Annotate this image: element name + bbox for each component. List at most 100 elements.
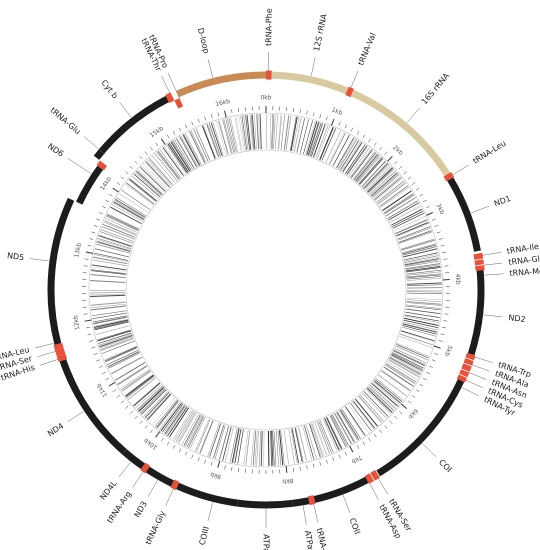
density-bar bbox=[131, 175, 159, 199]
leader-line-trna-thr-35 bbox=[161, 76, 171, 94]
density-bar bbox=[405, 311, 440, 318]
minor-tick bbox=[384, 425, 388, 429]
density-bar bbox=[312, 422, 325, 457]
density-bar bbox=[390, 355, 422, 373]
feature-label-trna-ile-6: tRNA-Ile bbox=[506, 242, 539, 256]
density-bar bbox=[260, 430, 263, 466]
density-bar bbox=[107, 351, 140, 368]
density-bar bbox=[180, 135, 199, 167]
density-bar bbox=[258, 430, 262, 466]
density-bar bbox=[341, 141, 362, 172]
density-bar bbox=[339, 409, 360, 440]
density-bar bbox=[93, 317, 128, 325]
density-bar bbox=[96, 243, 130, 254]
feature-label-coi-15: COI bbox=[437, 458, 453, 474]
scale-label-12: 12kb bbox=[72, 314, 81, 330]
density-bar bbox=[111, 356, 143, 375]
feature-arc-trna-arg-25 bbox=[140, 462, 151, 474]
density-bar bbox=[94, 248, 130, 258]
density-bar bbox=[272, 430, 275, 466]
feature-arc-trna-ser-29 bbox=[55, 348, 66, 357]
density-bar bbox=[337, 138, 356, 169]
density-bar bbox=[181, 413, 199, 445]
density-bar bbox=[137, 169, 164, 194]
minor-tick bbox=[93, 225, 98, 227]
density-bar bbox=[149, 157, 173, 185]
density-bar bbox=[331, 414, 349, 446]
density-bar bbox=[164, 146, 185, 175]
major-tick bbox=[433, 345, 441, 349]
density-bar bbox=[256, 430, 259, 466]
density-bar bbox=[406, 276, 442, 280]
density-bar bbox=[380, 186, 409, 208]
density-bar bbox=[229, 427, 238, 463]
density-bar bbox=[306, 121, 318, 156]
density-bar bbox=[342, 142, 363, 173]
density-bar bbox=[117, 365, 148, 386]
minor-tick bbox=[99, 365, 103, 368]
density-bar bbox=[143, 163, 168, 189]
density-bar bbox=[199, 420, 214, 454]
scale-ticks bbox=[82, 106, 450, 474]
density-bar bbox=[159, 149, 182, 178]
density-bar bbox=[292, 117, 300, 152]
density-bar bbox=[165, 405, 187, 435]
density-bar bbox=[156, 400, 180, 429]
density-bar bbox=[293, 117, 302, 152]
density-bar bbox=[354, 153, 378, 182]
density-bar bbox=[399, 333, 434, 346]
density-bar bbox=[391, 353, 424, 370]
density-bar bbox=[116, 197, 147, 217]
density-bar bbox=[118, 193, 149, 213]
density-bar bbox=[108, 352, 140, 369]
density-bar bbox=[401, 243, 436, 254]
minor-tick bbox=[231, 109, 233, 114]
density-bar bbox=[99, 336, 133, 349]
density-bar bbox=[91, 310, 127, 317]
density-bar bbox=[225, 118, 234, 153]
density-bar bbox=[290, 428, 298, 464]
density-bar bbox=[173, 409, 192, 440]
density-bar bbox=[373, 380, 401, 404]
minor-tick bbox=[96, 218, 101, 221]
density-bar bbox=[398, 231, 433, 244]
density-bar bbox=[371, 383, 398, 408]
density-bar bbox=[190, 130, 207, 163]
feature-label-nd4-27: ND4 bbox=[46, 421, 65, 438]
density-bar bbox=[277, 114, 282, 150]
density-bar bbox=[379, 185, 409, 207]
major-tick bbox=[217, 460, 221, 468]
density-bar bbox=[363, 391, 389, 417]
minor-tick bbox=[444, 313, 449, 315]
density-bar bbox=[309, 423, 321, 458]
scale-label-13: 13kb bbox=[73, 242, 83, 258]
feature-label-16s-rrna-3: 16S rRNA bbox=[420, 71, 452, 106]
density-bar bbox=[369, 384, 397, 409]
minor-tick bbox=[407, 400, 412, 404]
density-bar bbox=[406, 273, 442, 278]
density-bar bbox=[366, 166, 393, 192]
density-bar bbox=[404, 256, 439, 264]
density-bar bbox=[132, 382, 160, 406]
density-bar bbox=[152, 397, 176, 425]
density-bar bbox=[316, 421, 331, 455]
density-bar bbox=[129, 178, 158, 202]
minor-tick bbox=[84, 258, 89, 260]
density-bar bbox=[400, 330, 435, 342]
density-bar bbox=[106, 215, 139, 232]
leader-line-trna-gln-7 bbox=[483, 262, 503, 266]
minor-tick bbox=[426, 371, 430, 375]
density-bar bbox=[94, 321, 129, 331]
density-bar bbox=[385, 197, 416, 217]
minor-tick bbox=[83, 265, 88, 267]
leader-line-16s-rrna-3 bbox=[406, 107, 420, 123]
leader-line-trna-ser-16 bbox=[377, 477, 389, 495]
density-bar bbox=[374, 379, 403, 402]
density-bar bbox=[106, 349, 139, 366]
density-bar bbox=[102, 224, 136, 238]
leader-line-nd5-31 bbox=[30, 258, 49, 262]
density-bar bbox=[377, 181, 406, 204]
minor-tick bbox=[292, 108, 294, 113]
density-bar bbox=[280, 114, 286, 150]
